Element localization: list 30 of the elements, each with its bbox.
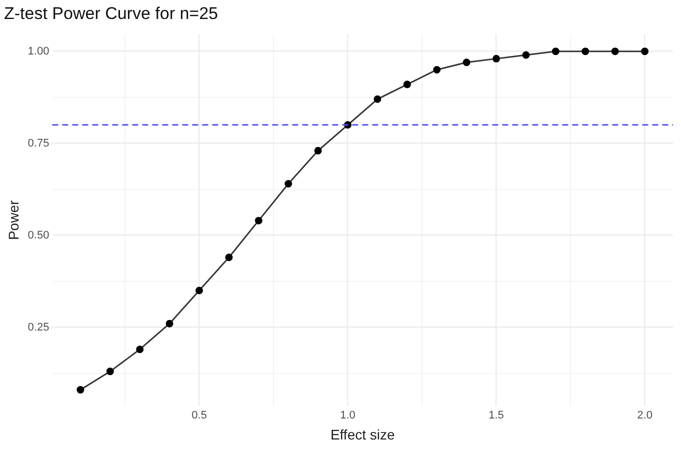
point bbox=[462, 58, 470, 66]
y-tick-label: 0.75 bbox=[28, 137, 50, 150]
point bbox=[552, 48, 560, 56]
point bbox=[166, 320, 174, 328]
point bbox=[641, 48, 649, 56]
point bbox=[195, 286, 203, 294]
x-tick-label: 1.5 bbox=[488, 410, 504, 422]
point bbox=[314, 146, 322, 154]
x-tick-label: 0.5 bbox=[192, 410, 207, 422]
point bbox=[76, 386, 84, 394]
x-tick-label: 2.0 bbox=[637, 410, 652, 422]
point bbox=[106, 368, 114, 376]
point bbox=[136, 346, 144, 354]
x-axis-title: Effect size bbox=[330, 426, 395, 442]
point bbox=[492, 54, 500, 62]
y-tick-label: 0.25 bbox=[28, 321, 50, 334]
y-tick-label: 0.50 bbox=[28, 229, 50, 242]
point bbox=[582, 48, 590, 56]
point bbox=[374, 95, 382, 103]
y-tick-label: 1.00 bbox=[28, 45, 50, 58]
x-tick-label: 1.0 bbox=[340, 410, 356, 422]
point bbox=[225, 254, 233, 262]
point bbox=[611, 48, 619, 56]
point bbox=[403, 80, 411, 88]
point bbox=[433, 66, 441, 74]
y-axis-title: Power bbox=[5, 200, 22, 240]
point bbox=[254, 216, 262, 224]
point bbox=[522, 51, 530, 59]
chart-title: Z-test Power Curve for n=25 bbox=[4, 4, 218, 23]
point bbox=[284, 180, 292, 188]
